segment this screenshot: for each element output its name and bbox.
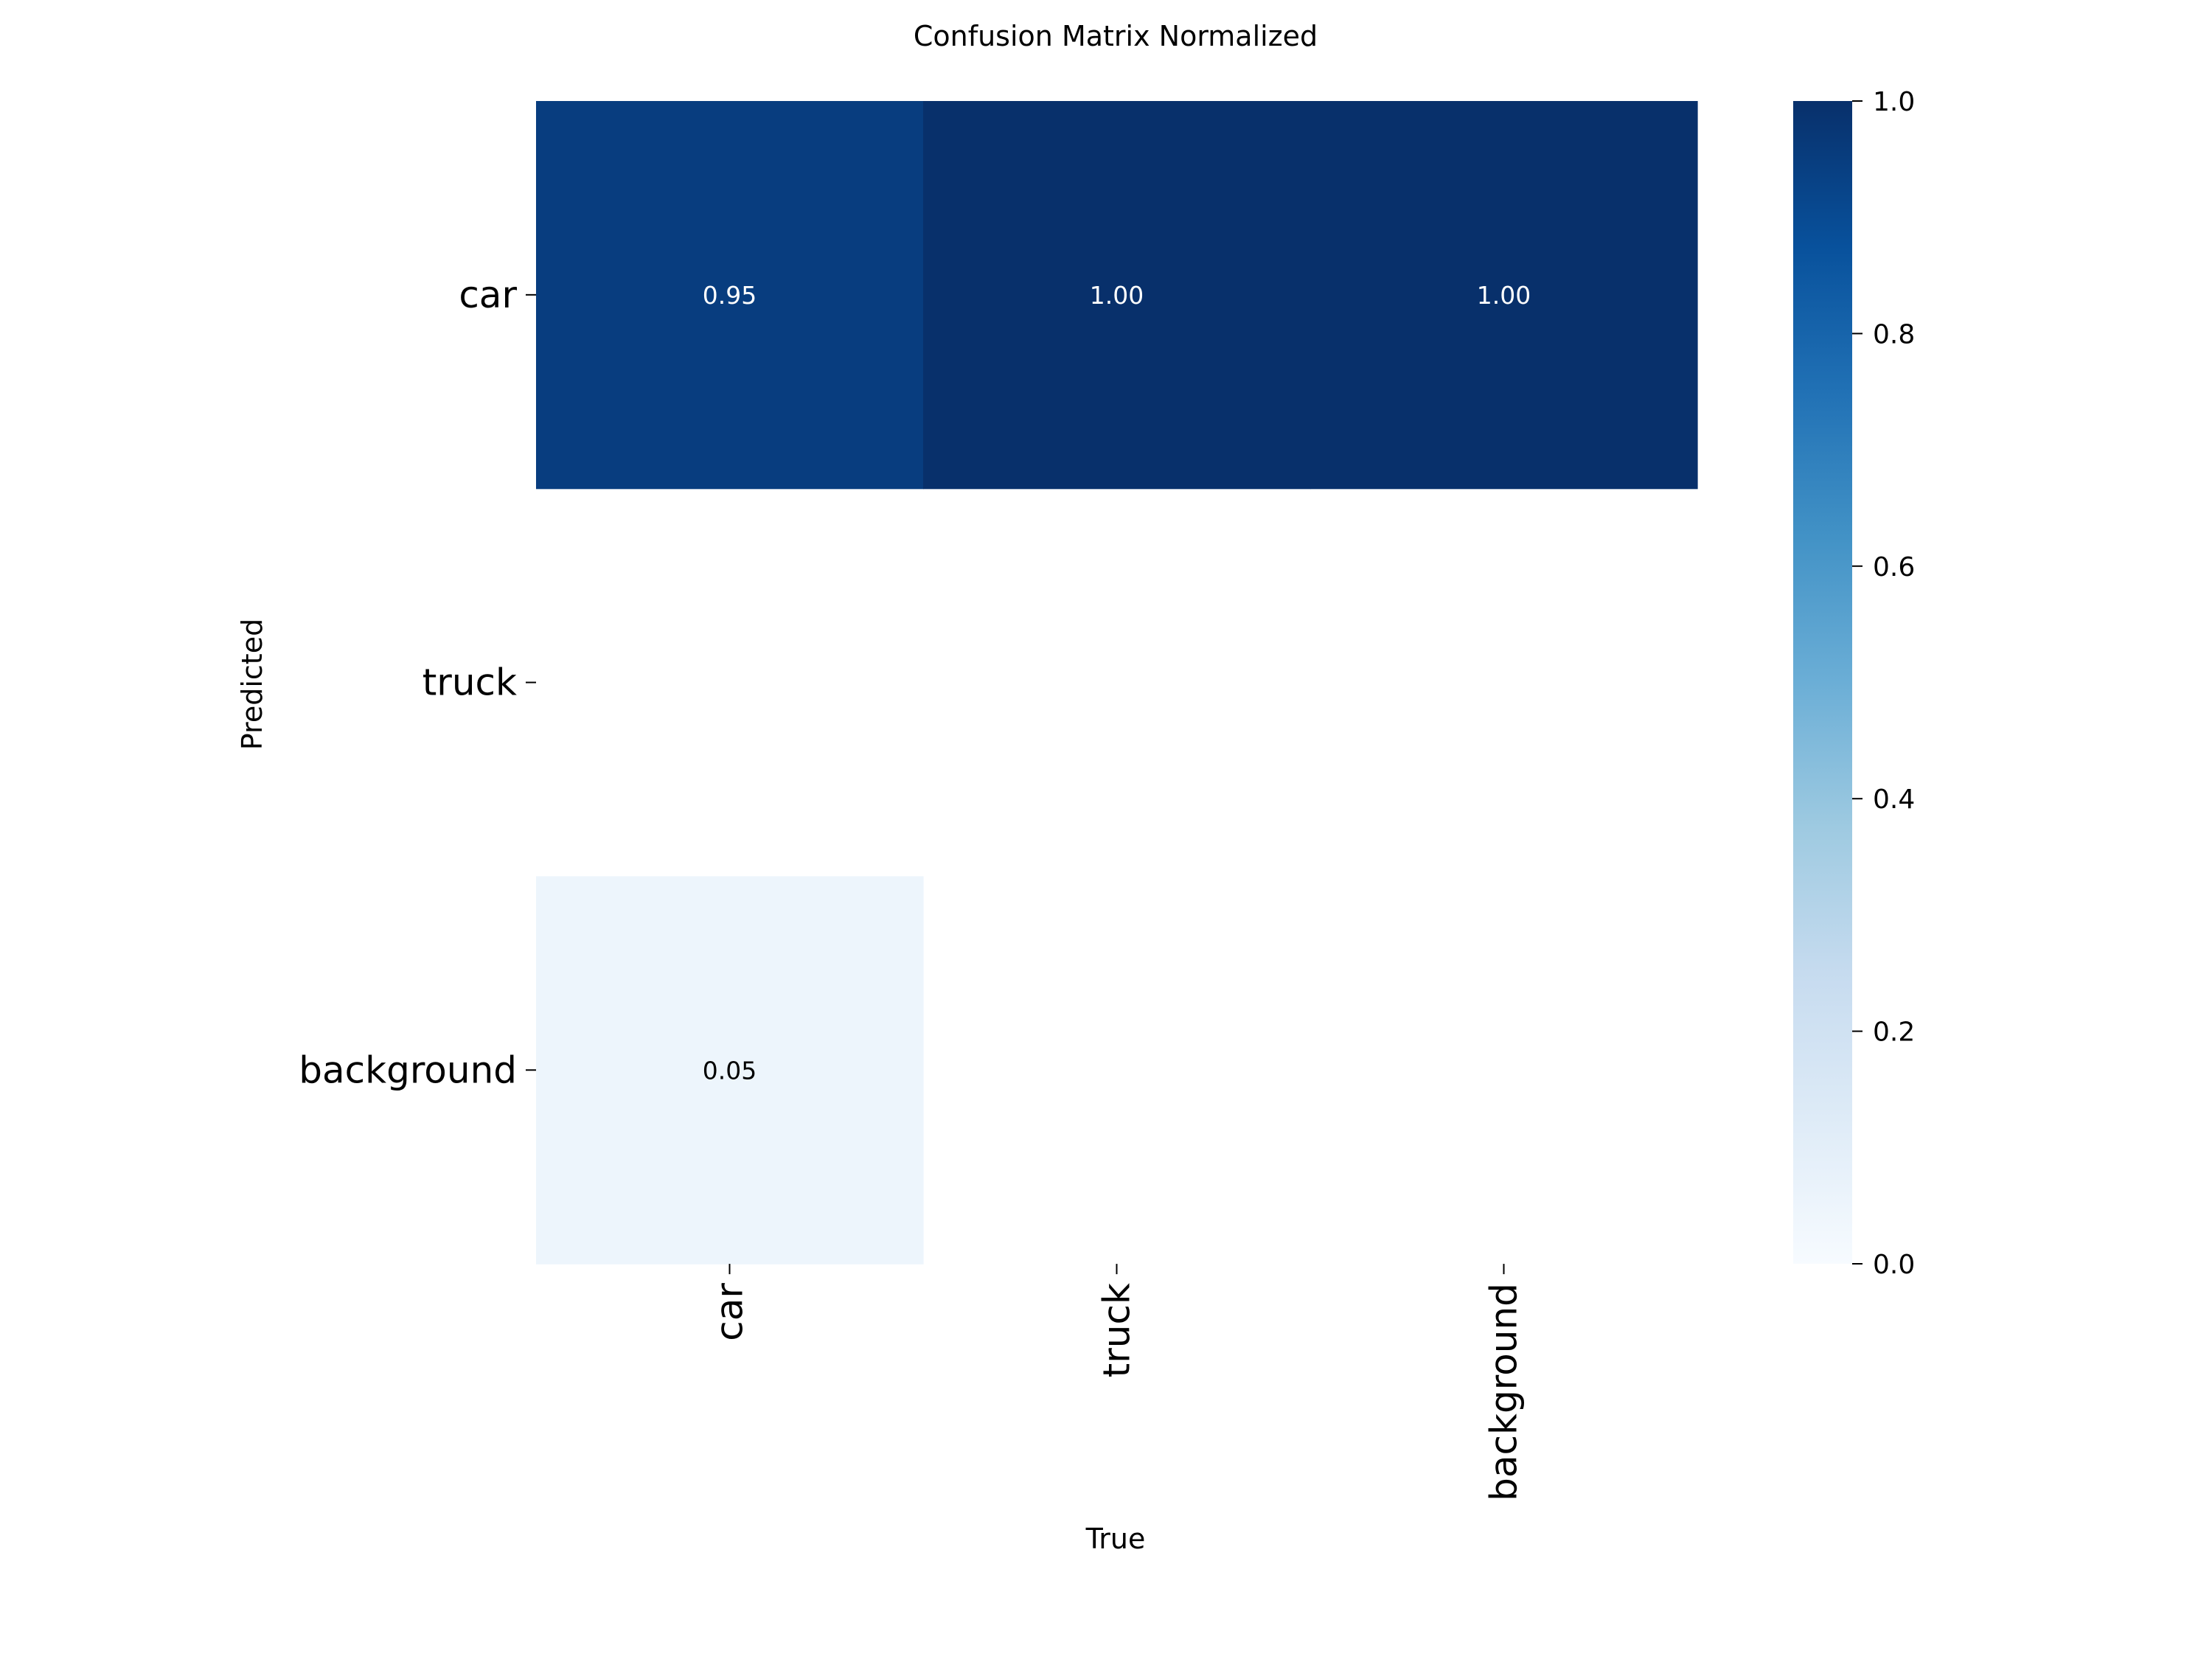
colorbar-tick-label: 0.2 xyxy=(1873,1018,1915,1048)
colorbar-gradient xyxy=(1793,101,1852,1264)
heatmap-cell xyxy=(923,101,1311,490)
heatmap-annotations: 0.95 1.00 1.00 0.05 xyxy=(703,281,1531,1085)
cell-value-label: 1.00 xyxy=(1477,281,1531,310)
x-tick-label: car xyxy=(709,1283,751,1341)
colorbar: 0.0 0.2 0.4 0.6 0.8 1.0 xyxy=(1793,87,1915,1280)
colorbar-ticks: 0.0 0.2 0.4 0.6 0.8 1.0 xyxy=(1852,87,1915,1280)
y-tick-label: background xyxy=(299,1048,517,1091)
y-axis-label: Predicted xyxy=(236,619,268,750)
heatmap-cells xyxy=(536,101,1698,1265)
heatmap-cell xyxy=(536,876,924,1265)
colorbar-tick-label: 1.0 xyxy=(1873,87,1915,117)
cell-value-label: 0.05 xyxy=(703,1056,757,1085)
chart-title: Confusion Matrix Normalized xyxy=(914,20,1318,52)
x-axis-ticks: car truck background xyxy=(709,1264,1526,1501)
colorbar-tick-label: 0.0 xyxy=(1873,1250,1915,1280)
cell-value-label: 0.95 xyxy=(703,281,757,310)
heatmap-cell xyxy=(536,101,924,490)
y-axis-ticks: car truck background xyxy=(299,274,536,1091)
colorbar-tick-label: 0.8 xyxy=(1873,319,1915,349)
colorbar-tick-label: 0.6 xyxy=(1873,552,1915,582)
y-tick-label: truck xyxy=(422,661,517,704)
x-axis-label: True xyxy=(1085,1523,1146,1555)
x-tick-label: truck xyxy=(1096,1283,1138,1377)
heatmap-cell xyxy=(1310,101,1698,490)
y-tick-label: car xyxy=(459,274,517,316)
x-tick-label: background xyxy=(1483,1283,1526,1501)
colorbar-tick-label: 0.4 xyxy=(1873,785,1915,815)
cell-value-label: 1.00 xyxy=(1090,281,1144,310)
